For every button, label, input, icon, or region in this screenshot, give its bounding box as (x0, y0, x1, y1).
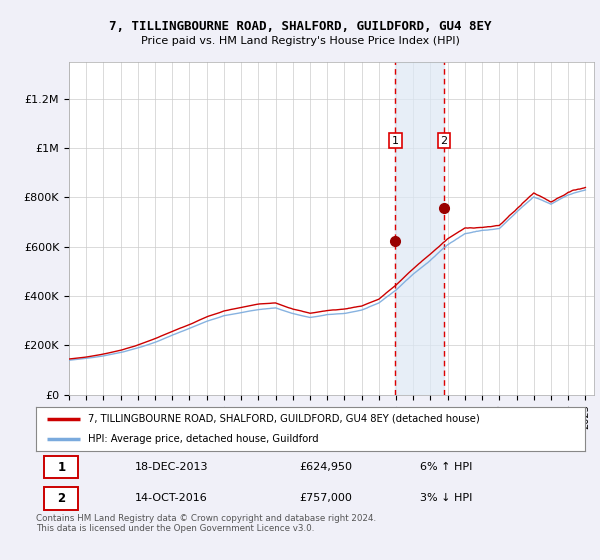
Text: 14-OCT-2016: 14-OCT-2016 (135, 493, 208, 503)
Text: Price paid vs. HM Land Registry's House Price Index (HPI): Price paid vs. HM Land Registry's House … (140, 36, 460, 46)
FancyBboxPatch shape (44, 456, 78, 478)
Text: Contains HM Land Registry data © Crown copyright and database right 2024.
This d: Contains HM Land Registry data © Crown c… (36, 514, 376, 534)
Text: 2: 2 (440, 136, 448, 146)
Bar (395, 62, 444, 395)
Text: 3% ↓ HPI: 3% ↓ HPI (420, 493, 473, 503)
FancyBboxPatch shape (44, 487, 78, 510)
Text: 18-DEC-2013: 18-DEC-2013 (135, 462, 208, 472)
Text: £624,950: £624,950 (299, 462, 353, 472)
Text: 7, TILLINGBOURNE ROAD, SHALFORD, GUILDFORD, GU4 8EY: 7, TILLINGBOURNE ROAD, SHALFORD, GUILDFO… (109, 20, 491, 32)
Text: 1: 1 (57, 460, 65, 474)
Text: 1: 1 (392, 136, 399, 146)
Text: 6% ↑ HPI: 6% ↑ HPI (420, 462, 473, 472)
Text: 2: 2 (57, 492, 65, 505)
Text: HPI: Average price, detached house, Guildford: HPI: Average price, detached house, Guil… (88, 434, 319, 444)
Text: 7, TILLINGBOURNE ROAD, SHALFORD, GUILDFORD, GU4 8EY (detached house): 7, TILLINGBOURNE ROAD, SHALFORD, GUILDFO… (88, 414, 480, 424)
Text: £757,000: £757,000 (299, 493, 352, 503)
